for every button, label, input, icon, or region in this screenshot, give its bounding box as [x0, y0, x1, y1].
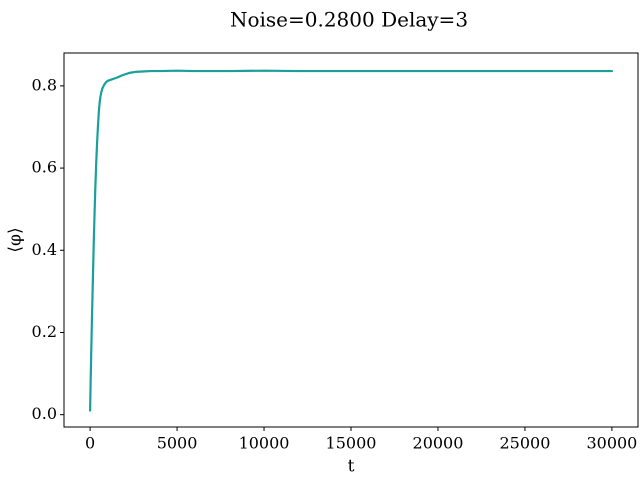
y-axis-label: ⟨φ⟩	[6, 227, 26, 252]
x-tick-label: 30000	[586, 434, 637, 453]
y-tick-label: 0.8	[32, 75, 57, 94]
x-tick-label: 0	[85, 434, 95, 453]
x-axis-label: t	[348, 457, 355, 477]
x-tick-label: 5000	[157, 434, 198, 453]
x-tick-label: 25000	[499, 434, 550, 453]
x-tick-label: 10000	[239, 434, 290, 453]
x-tick-label: 20000	[413, 434, 464, 453]
y-tick-label: 0.4	[32, 240, 57, 259]
y-tick-label: 0.0	[32, 404, 57, 423]
series-layer	[88, 69, 614, 412]
y-tick-label: 0.6	[32, 158, 57, 177]
y-tick-label: 0.2	[32, 322, 57, 341]
chart-title: Noise=0.2800 Delay=3	[230, 8, 468, 32]
x-tick-label: 15000	[326, 434, 377, 453]
series-line	[88, 69, 614, 412]
y-axis-ticks: 0.0 0.2 0.4 0.6 0.8	[32, 75, 64, 423]
plot-frame	[63, 52, 639, 428]
x-axis-ticks: 0 5000 10000 15000 20000 25000 30000	[85, 427, 637, 453]
